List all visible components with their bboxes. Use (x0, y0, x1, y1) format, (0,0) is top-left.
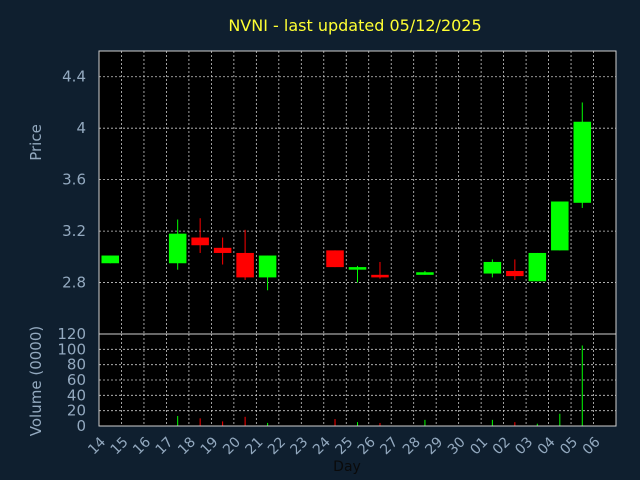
volume-grid (99, 334, 616, 426)
volume-tick-label: 20 (67, 402, 86, 420)
volume-bars (177, 345, 583, 426)
volume-tick-label: 60 (67, 371, 86, 389)
candle-up (573, 121, 592, 203)
candle-down (371, 274, 389, 278)
candles (101, 102, 592, 291)
candle-down (326, 250, 344, 268)
price-grid (99, 51, 616, 334)
candle-up (528, 252, 547, 282)
x-tick-labels: 1415161718192021222324252627282930010203… (85, 434, 603, 458)
candle-up (348, 267, 367, 270)
volume-axis-label: Volume (0000) (27, 326, 45, 436)
price-tick-label: 4 (76, 119, 86, 137)
candle-down (236, 252, 254, 278)
volume-tick-label: 0 (76, 417, 86, 435)
candle-up (483, 261, 502, 274)
candle-down (191, 237, 209, 246)
candle-down (506, 270, 524, 277)
candle-up (416, 272, 434, 275)
volume-tick-label: 100 (57, 340, 86, 358)
x-axis-label: Day (333, 459, 361, 475)
volume-tick-label: 40 (67, 386, 86, 404)
candle-up (258, 255, 277, 278)
price-tick-label: 3.6 (62, 171, 86, 189)
price-tick-label: 2.8 (62, 274, 86, 292)
price-axis-label: Price (27, 124, 45, 161)
candle-down (213, 247, 232, 253)
price-y-ticks: 2.8 3.2 3.6 4 4.4 (62, 68, 86, 292)
price-tick-label: 4.4 (62, 68, 86, 86)
price-plot-area (99, 51, 616, 334)
volume-tick-label: 120 (57, 325, 86, 343)
price-panel: 2.8 3.2 3.6 4 4.4 Price (27, 50, 617, 335)
volume-plot-area (99, 334, 616, 426)
volume-tick-label: 80 (67, 356, 86, 374)
price-tick-label: 3.2 (62, 222, 86, 240)
chart-title: NVNI - last updated 05/12/2025 (228, 16, 481, 35)
volume-plot-frame (98, 333, 617, 427)
candle-up (551, 201, 569, 251)
candle-up (168, 233, 187, 264)
candle-up (101, 255, 120, 264)
